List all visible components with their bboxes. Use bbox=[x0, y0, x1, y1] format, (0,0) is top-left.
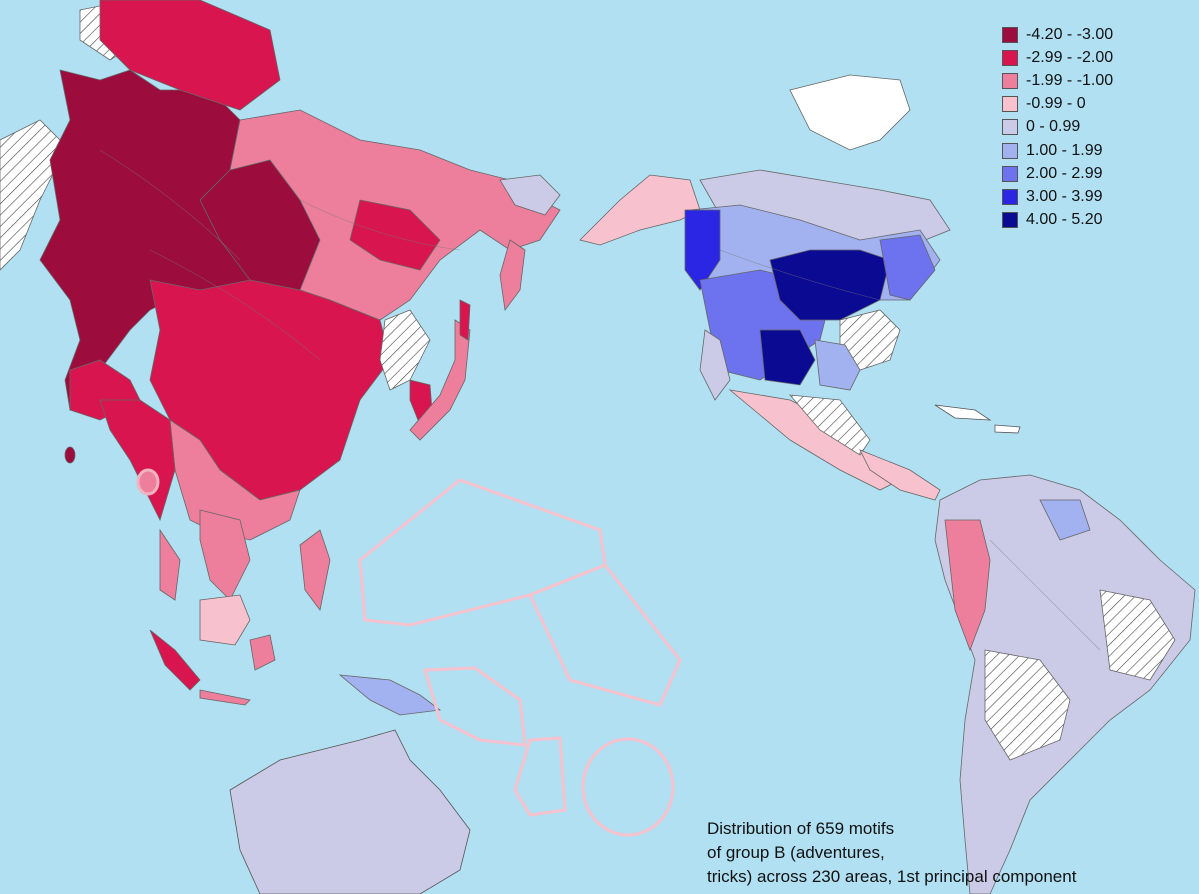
kamchatka-region bbox=[499, 239, 526, 312]
andes-region bbox=[944, 519, 991, 652]
borneo-region bbox=[199, 594, 251, 646]
legend-item: 3.00 - 3.99 bbox=[1002, 185, 1113, 208]
vanuatu-outline bbox=[513, 736, 567, 817]
micronesia-outline bbox=[358, 478, 607, 627]
sri-lanka-region bbox=[64, 446, 76, 464]
northeast-region bbox=[879, 234, 936, 301]
legend-label: 1.00 - 1.99 bbox=[1026, 141, 1103, 159]
gulf-region bbox=[814, 339, 861, 391]
eurasia bbox=[0, 0, 561, 601]
australia-region bbox=[229, 729, 471, 894]
legend-item: -4.20 - -3.00 bbox=[1002, 23, 1113, 46]
legend-item: 0 - 0.99 bbox=[1002, 116, 1113, 139]
legend-swatch bbox=[1002, 142, 1018, 159]
northwest-region bbox=[684, 209, 721, 291]
malay-region bbox=[159, 528, 181, 601]
fiji-outline bbox=[581, 737, 675, 837]
southwest-region bbox=[759, 329, 816, 386]
legend-swatch bbox=[1002, 212, 1018, 229]
legend-label: -4.20 - -3.00 bbox=[1026, 25, 1114, 43]
south-america bbox=[934, 474, 1196, 894]
legend-item: 4.00 - 5.20 bbox=[1002, 209, 1113, 232]
melanesia-outline bbox=[423, 666, 527, 747]
legend-label: -2.99 - -2.00 bbox=[1026, 48, 1114, 66]
far-east-region bbox=[349, 199, 441, 271]
legend-label: -0.99 - 0 bbox=[1026, 95, 1086, 113]
legend-item: -1.99 - -1.00 bbox=[1002, 69, 1113, 92]
caption-line-1: Distribution of 659 motifs bbox=[707, 819, 895, 838]
cuba-island bbox=[934, 404, 992, 421]
manchuria-nodata bbox=[379, 309, 431, 391]
chukotka-region bbox=[499, 174, 561, 216]
amazon-nodata bbox=[1099, 589, 1176, 681]
legend-swatch bbox=[1002, 188, 1018, 205]
java-region bbox=[199, 689, 251, 706]
california-region bbox=[699, 329, 731, 401]
china-south-region bbox=[169, 419, 301, 541]
mexico-nodata bbox=[789, 394, 871, 456]
legend-swatch bbox=[1002, 49, 1018, 66]
map-caption: Distribution of 659 motifs of group B (a… bbox=[707, 817, 1076, 889]
legend-label: 2.00 - 2.99 bbox=[1026, 164, 1103, 182]
central-america-region bbox=[859, 449, 941, 501]
legend-swatch bbox=[1002, 165, 1018, 182]
legend-swatch bbox=[1002, 26, 1018, 43]
greenland-region bbox=[789, 74, 911, 151]
caption-line-2: of group B (adventures, bbox=[707, 843, 885, 862]
guiana-region bbox=[1039, 499, 1091, 541]
caption-line-3: tricks) across 230 areas, 1st principal … bbox=[707, 867, 1077, 886]
hispaniola-island bbox=[994, 424, 1021, 434]
legend-item: 1.00 - 1.99 bbox=[1002, 139, 1113, 162]
scandinavia-nodata bbox=[0, 119, 61, 271]
alaska-region bbox=[579, 174, 701, 246]
caribbean bbox=[934, 404, 1021, 434]
india-region bbox=[99, 399, 176, 522]
legend-swatch bbox=[1002, 96, 1018, 113]
legend-label: -1.99 - -1.00 bbox=[1026, 71, 1114, 89]
legend-label: 0 - 0.99 bbox=[1026, 118, 1081, 136]
legend-label: 4.00 - 5.20 bbox=[1026, 211, 1103, 229]
japan-region bbox=[409, 319, 471, 441]
north-america bbox=[579, 74, 951, 501]
maritime-se-asia bbox=[149, 529, 442, 716]
southcone-nodata bbox=[984, 649, 1071, 761]
north-europe-region bbox=[99, 0, 281, 111]
legend-item: -2.99 - -2.00 bbox=[1002, 46, 1113, 69]
legend-item: -0.99 - 0 bbox=[1002, 93, 1113, 116]
legend-swatch bbox=[1002, 119, 1018, 136]
polynesia-outline bbox=[527, 563, 682, 707]
legend-item: 2.00 - 2.99 bbox=[1002, 162, 1113, 185]
pacific-outlines bbox=[358, 478, 682, 837]
taiwan-outline bbox=[136, 468, 160, 496]
borders bbox=[99, 149, 1101, 651]
sakhalin-region bbox=[459, 299, 471, 341]
sumatra-region bbox=[149, 629, 201, 691]
legend-swatch bbox=[1002, 72, 1018, 89]
philippines-region bbox=[299, 529, 331, 611]
new-guinea-region bbox=[338, 674, 442, 716]
legend-label: 3.00 - 3.99 bbox=[1026, 187, 1103, 205]
legend: -4.20 - -3.00 -2.99 - -2.00 -1.99 - -1.00 -… bbox=[1002, 23, 1113, 232]
sulawesi-region bbox=[249, 634, 276, 671]
